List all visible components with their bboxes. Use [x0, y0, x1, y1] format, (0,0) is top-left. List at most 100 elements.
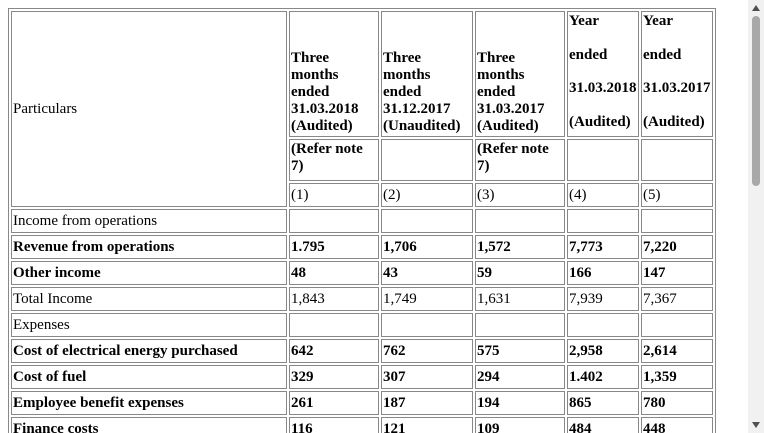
header-cell: Year ended 31.03.2018 (Audited)	[567, 11, 639, 137]
header-cell: Year ended 31.03.2017 (Audited)	[641, 11, 713, 137]
value-cell: 43	[381, 261, 473, 285]
scroll-thumb[interactable]	[752, 16, 760, 186]
header-line: months	[477, 67, 525, 83]
value-cell: 121	[381, 417, 473, 433]
row-label: Cost of fuel	[11, 365, 287, 389]
scroll-up[interactable]	[752, 5, 760, 11]
value-cell: 194	[475, 391, 565, 415]
note-cell	[641, 139, 713, 181]
value-cell: 147	[641, 261, 713, 285]
value-cell: 1,359	[641, 365, 713, 389]
value-cell: 261	[289, 391, 379, 415]
data-row: Cost of electrical energy purchased 642 76…	[11, 339, 713, 363]
header-line: 31.03.2017	[477, 101, 545, 117]
number-cell: (5)	[641, 183, 713, 207]
number-cell: (3)	[475, 183, 565, 207]
header-line: (Audited)	[477, 118, 539, 134]
value-cell: 187	[381, 391, 473, 415]
value-cell: 307	[381, 365, 473, 389]
header-line: ended	[383, 84, 422, 100]
note-cell	[381, 139, 473, 181]
header-stack: Year ended 31.03.2017 (Audited)	[643, 13, 711, 131]
value-cell: 1.795	[289, 235, 379, 259]
row-label: Other income	[11, 261, 287, 285]
value-cell	[641, 209, 713, 233]
header-line: ended	[569, 46, 608, 63]
value-cell: 109	[475, 417, 565, 433]
value-cell: 1,843	[289, 287, 379, 311]
header-line: months	[383, 67, 431, 83]
header-stack: Year ended 31.03.2018 (Audited)	[569, 13, 637, 131]
data-row: Income from operations	[11, 209, 713, 233]
scrollbar[interactable]	[748, 0, 764, 433]
row-label: Total Income	[11, 287, 287, 311]
header-line: (Unaudited)	[383, 118, 461, 134]
value-cell	[475, 209, 565, 233]
data-row: Employee benefit expenses 261 187 194 865 780	[11, 391, 713, 415]
header-line: 31.03.2018	[291, 101, 359, 117]
value-cell: 329	[289, 365, 379, 389]
header-line: ended	[643, 46, 682, 63]
value-cell	[641, 313, 713, 337]
number-cell: (1)	[289, 183, 379, 207]
value-cell: 2,614	[641, 339, 713, 363]
value-cell: 642	[289, 339, 379, 363]
header-line: 31.12.2017	[383, 101, 451, 117]
data-row: Total Income 1,843 1,749 1,631 7,939 7,367	[11, 287, 713, 311]
scroll-down[interactable]	[752, 422, 760, 428]
value-cell: 48	[289, 261, 379, 285]
value-cell: 116	[289, 417, 379, 433]
row-label: Employee benefit expenses	[11, 391, 287, 415]
header-line: (Audited)	[643, 113, 705, 130]
value-cell: 7,367	[641, 287, 713, 311]
header-line: Year	[569, 13, 599, 29]
note-cell	[567, 139, 639, 181]
note-row: (Refer note 7) (Refer note 7)	[11, 139, 713, 181]
note-cell: (Refer note 7)	[289, 139, 379, 181]
value-cell: 780	[641, 391, 713, 415]
value-cell: 448	[641, 417, 713, 433]
note-cell: (Refer note 7)	[475, 139, 565, 181]
header-row: Particulars Three months ended 31.03.2018 (Au…	[11, 11, 713, 207]
value-cell: 294	[475, 365, 565, 389]
value-cell: 7,220	[641, 235, 713, 259]
header-line: ended	[477, 84, 516, 100]
value-cell	[567, 313, 639, 337]
number-cell: (4)	[567, 183, 639, 207]
data-row: Expenses	[11, 313, 713, 337]
results-table: Particulars Three months ended 31.03.2018 (Au…	[8, 8, 716, 433]
value-cell	[289, 209, 379, 233]
value-cell	[289, 313, 379, 337]
value-cell: 1,749	[381, 287, 473, 311]
header-line: Three	[477, 50, 516, 66]
header-line: months	[291, 67, 339, 83]
value-cell: 1,631	[475, 287, 565, 311]
value-cell	[381, 209, 473, 233]
header-line: Year	[643, 13, 673, 29]
header-line: Three	[291, 50, 330, 66]
row-label: Income from operations	[11, 209, 287, 233]
header-cell: Particulars	[11, 11, 287, 207]
value-cell: 1.402	[567, 365, 639, 389]
header-line: 31.03.2017	[643, 80, 711, 97]
value-cell: 166	[567, 261, 639, 285]
data-row: Revenue from operations 1.795 1,706 1,572 7,…	[11, 235, 713, 259]
viewport: Particulars Three months ended 31.03.2018 (Au…	[8, 8, 716, 433]
value-cell: 7,939	[567, 287, 639, 311]
number-cell: (2)	[381, 183, 473, 207]
value-cell: 1,706	[381, 235, 473, 259]
header-line: ended	[291, 84, 330, 100]
header-line: (Audited)	[291, 118, 353, 134]
row-label: Cost of electrical energy purchased	[11, 339, 287, 363]
value-cell	[475, 313, 565, 337]
data-row: Other income 48 43 59 166 147	[11, 261, 713, 285]
header-line: Three	[383, 50, 422, 66]
header-line: (Audited)	[569, 113, 631, 130]
value-cell: 484	[567, 417, 639, 433]
value-cell: 762	[381, 339, 473, 363]
row-label: Finance costs	[11, 417, 287, 433]
value-cell: 575	[475, 339, 565, 363]
value-cell: 1,572	[475, 235, 565, 259]
header-cell: Three months ended 31.12.2017 (Unaudited)	[381, 11, 473, 137]
